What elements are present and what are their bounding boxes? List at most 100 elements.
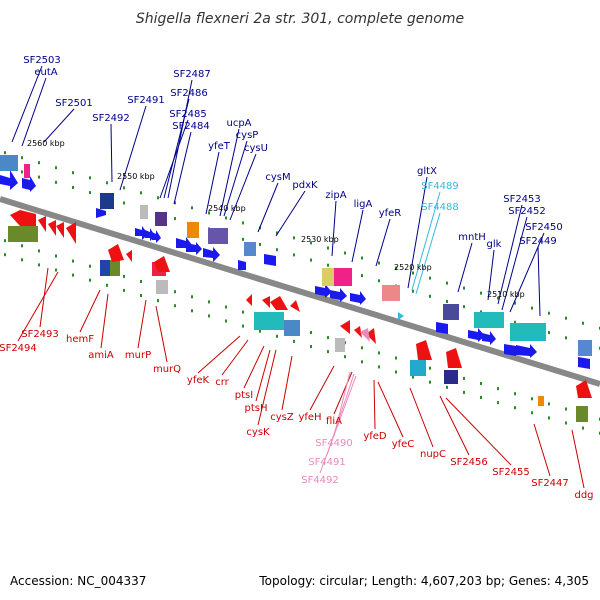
forward-gene-leader (497, 204, 523, 305)
reverse-gene-leader (333, 371, 353, 415)
accession-text: Accession: NC_004337 (10, 574, 147, 588)
kbp-marker: 2550 kbp (117, 172, 155, 181)
reverse-gene-leader (257, 349, 277, 426)
reverse-gene-label: SF2455 (492, 467, 530, 478)
reverse-gene-leader (243, 345, 265, 389)
reverse-gene-label: yfeD (363, 431, 387, 442)
genome-axis (0, 196, 600, 387)
reverse-gene-label: yfeC (392, 439, 415, 450)
forward-gene-label: cysM (265, 172, 290, 183)
reverse-gene-leader (155, 305, 168, 363)
forward-gene-leader (205, 151, 220, 215)
reverse-gene-label: ddg (574, 490, 593, 501)
reverse-gene-leader (373, 379, 376, 430)
forward-gene-label: SF2486 (170, 88, 208, 99)
reverse-gene-leader (445, 397, 512, 466)
forward-gene-label: ligA (354, 199, 373, 210)
reverse-gene-leader (79, 289, 101, 333)
reverse-gene-leader (409, 387, 434, 448)
reverse-gene-label: cysK (246, 427, 270, 438)
forward-gene-leader (501, 216, 528, 311)
pink-gene-label: SF4492 (301, 475, 339, 486)
forward-gene-label: cysP (236, 130, 259, 141)
cyan-gene-label: SF4489 (421, 181, 459, 192)
forward-gene-leader (119, 105, 147, 191)
reverse-gene-label: SF2447 (531, 478, 569, 489)
reverse-gene-leader (221, 339, 249, 376)
forward-gene-leader (407, 176, 428, 289)
reverse-genes (10, 210, 592, 398)
forward-gene-label: pdxK (292, 180, 318, 191)
forward-gene-leader (275, 190, 306, 237)
reverse-gene-label: yfeH (298, 412, 321, 423)
reverse-gene-label: murP (125, 350, 151, 361)
reverse-gene-leader (533, 423, 551, 477)
forward-gene-label: SF2492 (92, 113, 130, 124)
reverse-gene-label: crr (215, 377, 229, 388)
forward-gene-label: SF2484 (172, 121, 210, 132)
kbp-marker: 2520 kbp (394, 263, 432, 272)
reverse-gene-leader (255, 349, 271, 402)
kbp-marker: 2560 kbp (27, 139, 65, 148)
kbp-marker: 2530 kbp (301, 235, 339, 244)
forward-gene-label: SF2501 (55, 98, 93, 109)
forward-gene-label: SF2485 (169, 109, 207, 120)
forward-gene-leader (43, 108, 75, 143)
forward-gene-leader (509, 232, 545, 313)
forward-gene-leader (487, 249, 495, 301)
reverse-gene-label: cysZ (270, 412, 294, 423)
reverse-gene-leader (281, 355, 293, 411)
forward-gene-label: SF2503 (23, 55, 61, 66)
forward-gene-leader (375, 218, 391, 267)
forward-gene-label: cysU (244, 143, 268, 154)
kbp-marker: 2540 kbp (208, 204, 246, 213)
forward-gene-leader (219, 128, 240, 217)
reverse-gene-label: fliA (326, 416, 342, 427)
forward-gene-label: SF2487 (173, 69, 211, 80)
pink-gene-label: SF4491 (308, 457, 346, 468)
forward-gene-leader (229, 153, 257, 221)
forward-gene-leader (223, 140, 248, 217)
forward-gene-label: gltX (417, 166, 437, 177)
reverse-gene-leader (309, 365, 335, 411)
forward-gene-leader (457, 242, 473, 293)
cyan-gene-leader (415, 212, 441, 295)
forward-gene-leader (11, 65, 43, 143)
forward-gene-leader (167, 79, 193, 199)
map-title: Shigella flexneri 2a str. 301, complete … (136, 11, 464, 27)
gene-blocks (0, 155, 592, 422)
forward-gene-label: SF2453 (503, 194, 541, 205)
reverse-gene-leader (571, 429, 585, 489)
pink-gene-label: SF4490 (315, 438, 353, 449)
reverse-gene-label: yfeK (187, 375, 210, 386)
forward-gene-leader (351, 209, 364, 263)
cyan-gene-label: SF4488 (421, 202, 459, 213)
forward-gene-label: ucpA (226, 118, 251, 129)
reverse-gene-label: hemF (66, 334, 94, 345)
reverse-gene-leader (137, 299, 147, 349)
reverse-gene-leader (197, 335, 241, 374)
forward-gene-label: glk (487, 239, 502, 250)
reverse-gene-label: ptsH (245, 403, 268, 414)
forward-gene-label: mntH (458, 232, 486, 243)
reverse-gene-leader (39, 267, 49, 328)
forward-gene-leader (537, 246, 541, 317)
forward-gene-leader (21, 77, 47, 147)
reverse-gene-leader (439, 395, 470, 456)
forward-gene-leader (110, 123, 113, 183)
reverse-gene-leader (100, 293, 109, 349)
forward-gene-label: SF2452 (508, 206, 546, 217)
forward-gene-label: SF2449 (519, 236, 557, 247)
kbp-marker: 2510 kbp (487, 290, 525, 299)
reverse-gene-label: murQ (153, 364, 181, 375)
forward-genes (0, 170, 590, 369)
forward-gene-leader (331, 200, 337, 257)
reverse-gene-label: SF2494 (0, 343, 37, 354)
forward-gene-label: yfeR (379, 208, 402, 219)
reverse-gene-leader (17, 271, 59, 342)
reverse-gene-label: SF2456 (450, 457, 488, 468)
forward-gene-label: eutA (34, 67, 57, 78)
forward-gene-leader (163, 98, 190, 199)
reverse-gene-label: SF2493 (21, 329, 59, 340)
